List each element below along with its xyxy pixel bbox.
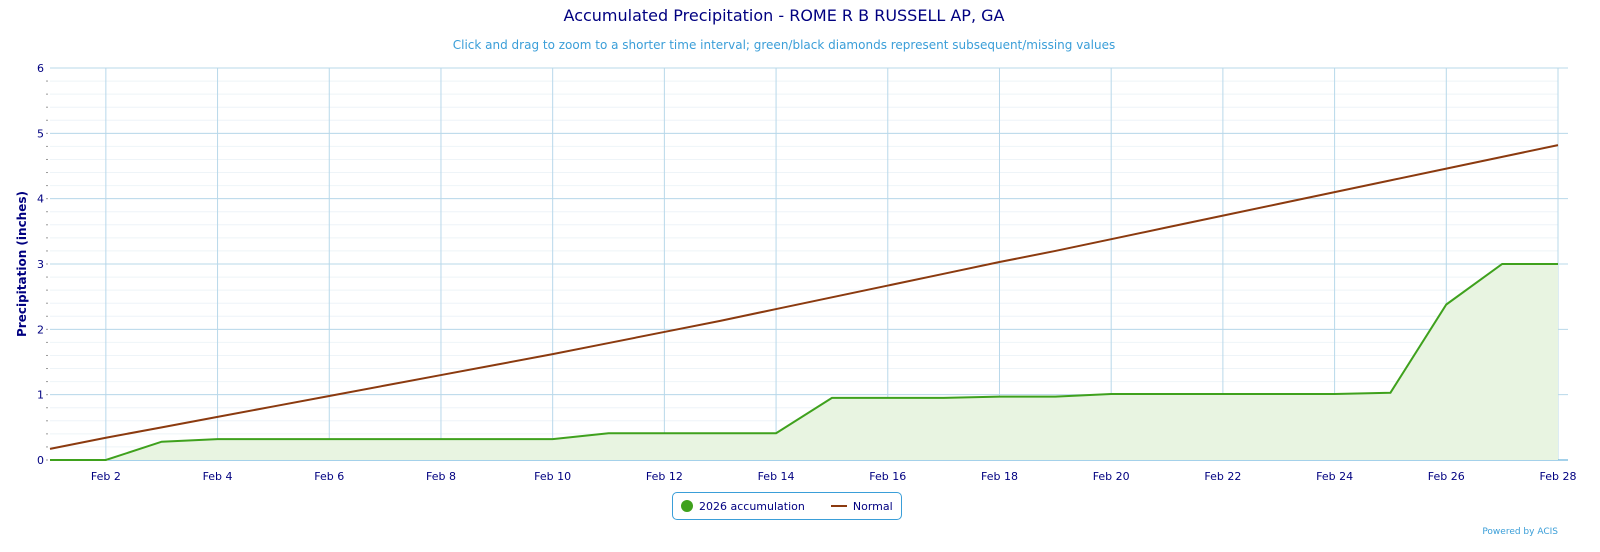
x-tick-label: Feb 26 xyxy=(1428,470,1465,483)
legend: 2026 accumulation Normal xyxy=(672,492,902,520)
x-tick-label: Feb 8 xyxy=(426,470,456,483)
x-tick-label: Feb 6 xyxy=(314,470,344,483)
normal-line xyxy=(49,144,1559,450)
legend-item-normal[interactable]: Normal xyxy=(852,499,893,513)
y-tick-label: 6 xyxy=(37,62,44,75)
y-tick-label: 1 xyxy=(37,389,44,402)
x-tick-label: Feb 20 xyxy=(1093,470,1130,483)
accumulation-area xyxy=(50,264,1558,460)
x-tick-label: Feb 12 xyxy=(646,470,683,483)
y-tick-label: 5 xyxy=(37,127,44,140)
y-tick-label: 3 xyxy=(37,258,44,271)
y-tick-label: 0 xyxy=(37,454,44,467)
x-tick-label: Feb 10 xyxy=(534,470,571,483)
x-tick-label: Feb 2 xyxy=(91,470,121,483)
chart-subtitle: Click and drag to zoom to a shorter time… xyxy=(452,38,1116,52)
x-tick-label: Feb 14 xyxy=(758,470,795,483)
x-tick-label: Feb 16 xyxy=(869,470,906,483)
chart-title: Accumulated Precipitation - ROME R B RUS… xyxy=(563,6,1005,25)
legend-item-accumulation[interactable]: 2026 accumulation xyxy=(699,499,805,513)
powered-by-link[interactable]: Powered by ACIS xyxy=(1482,527,1558,537)
y-tick-label: 4 xyxy=(37,193,44,206)
y-axis-title: Precipitation (inches) xyxy=(15,191,29,337)
x-tick-label: Feb 4 xyxy=(203,470,233,483)
x-tick-label: Feb 24 xyxy=(1316,470,1353,483)
normal-legend-marker xyxy=(830,505,847,507)
accumulation-line xyxy=(50,263,1558,461)
x-tick-label: Feb 28 xyxy=(1540,470,1577,483)
accumulation-legend-marker xyxy=(681,500,693,512)
x-tick-label: Feb 18 xyxy=(981,470,1018,483)
x-tick-label: Feb 22 xyxy=(1204,470,1241,483)
y-tick-label: 2 xyxy=(37,323,44,336)
